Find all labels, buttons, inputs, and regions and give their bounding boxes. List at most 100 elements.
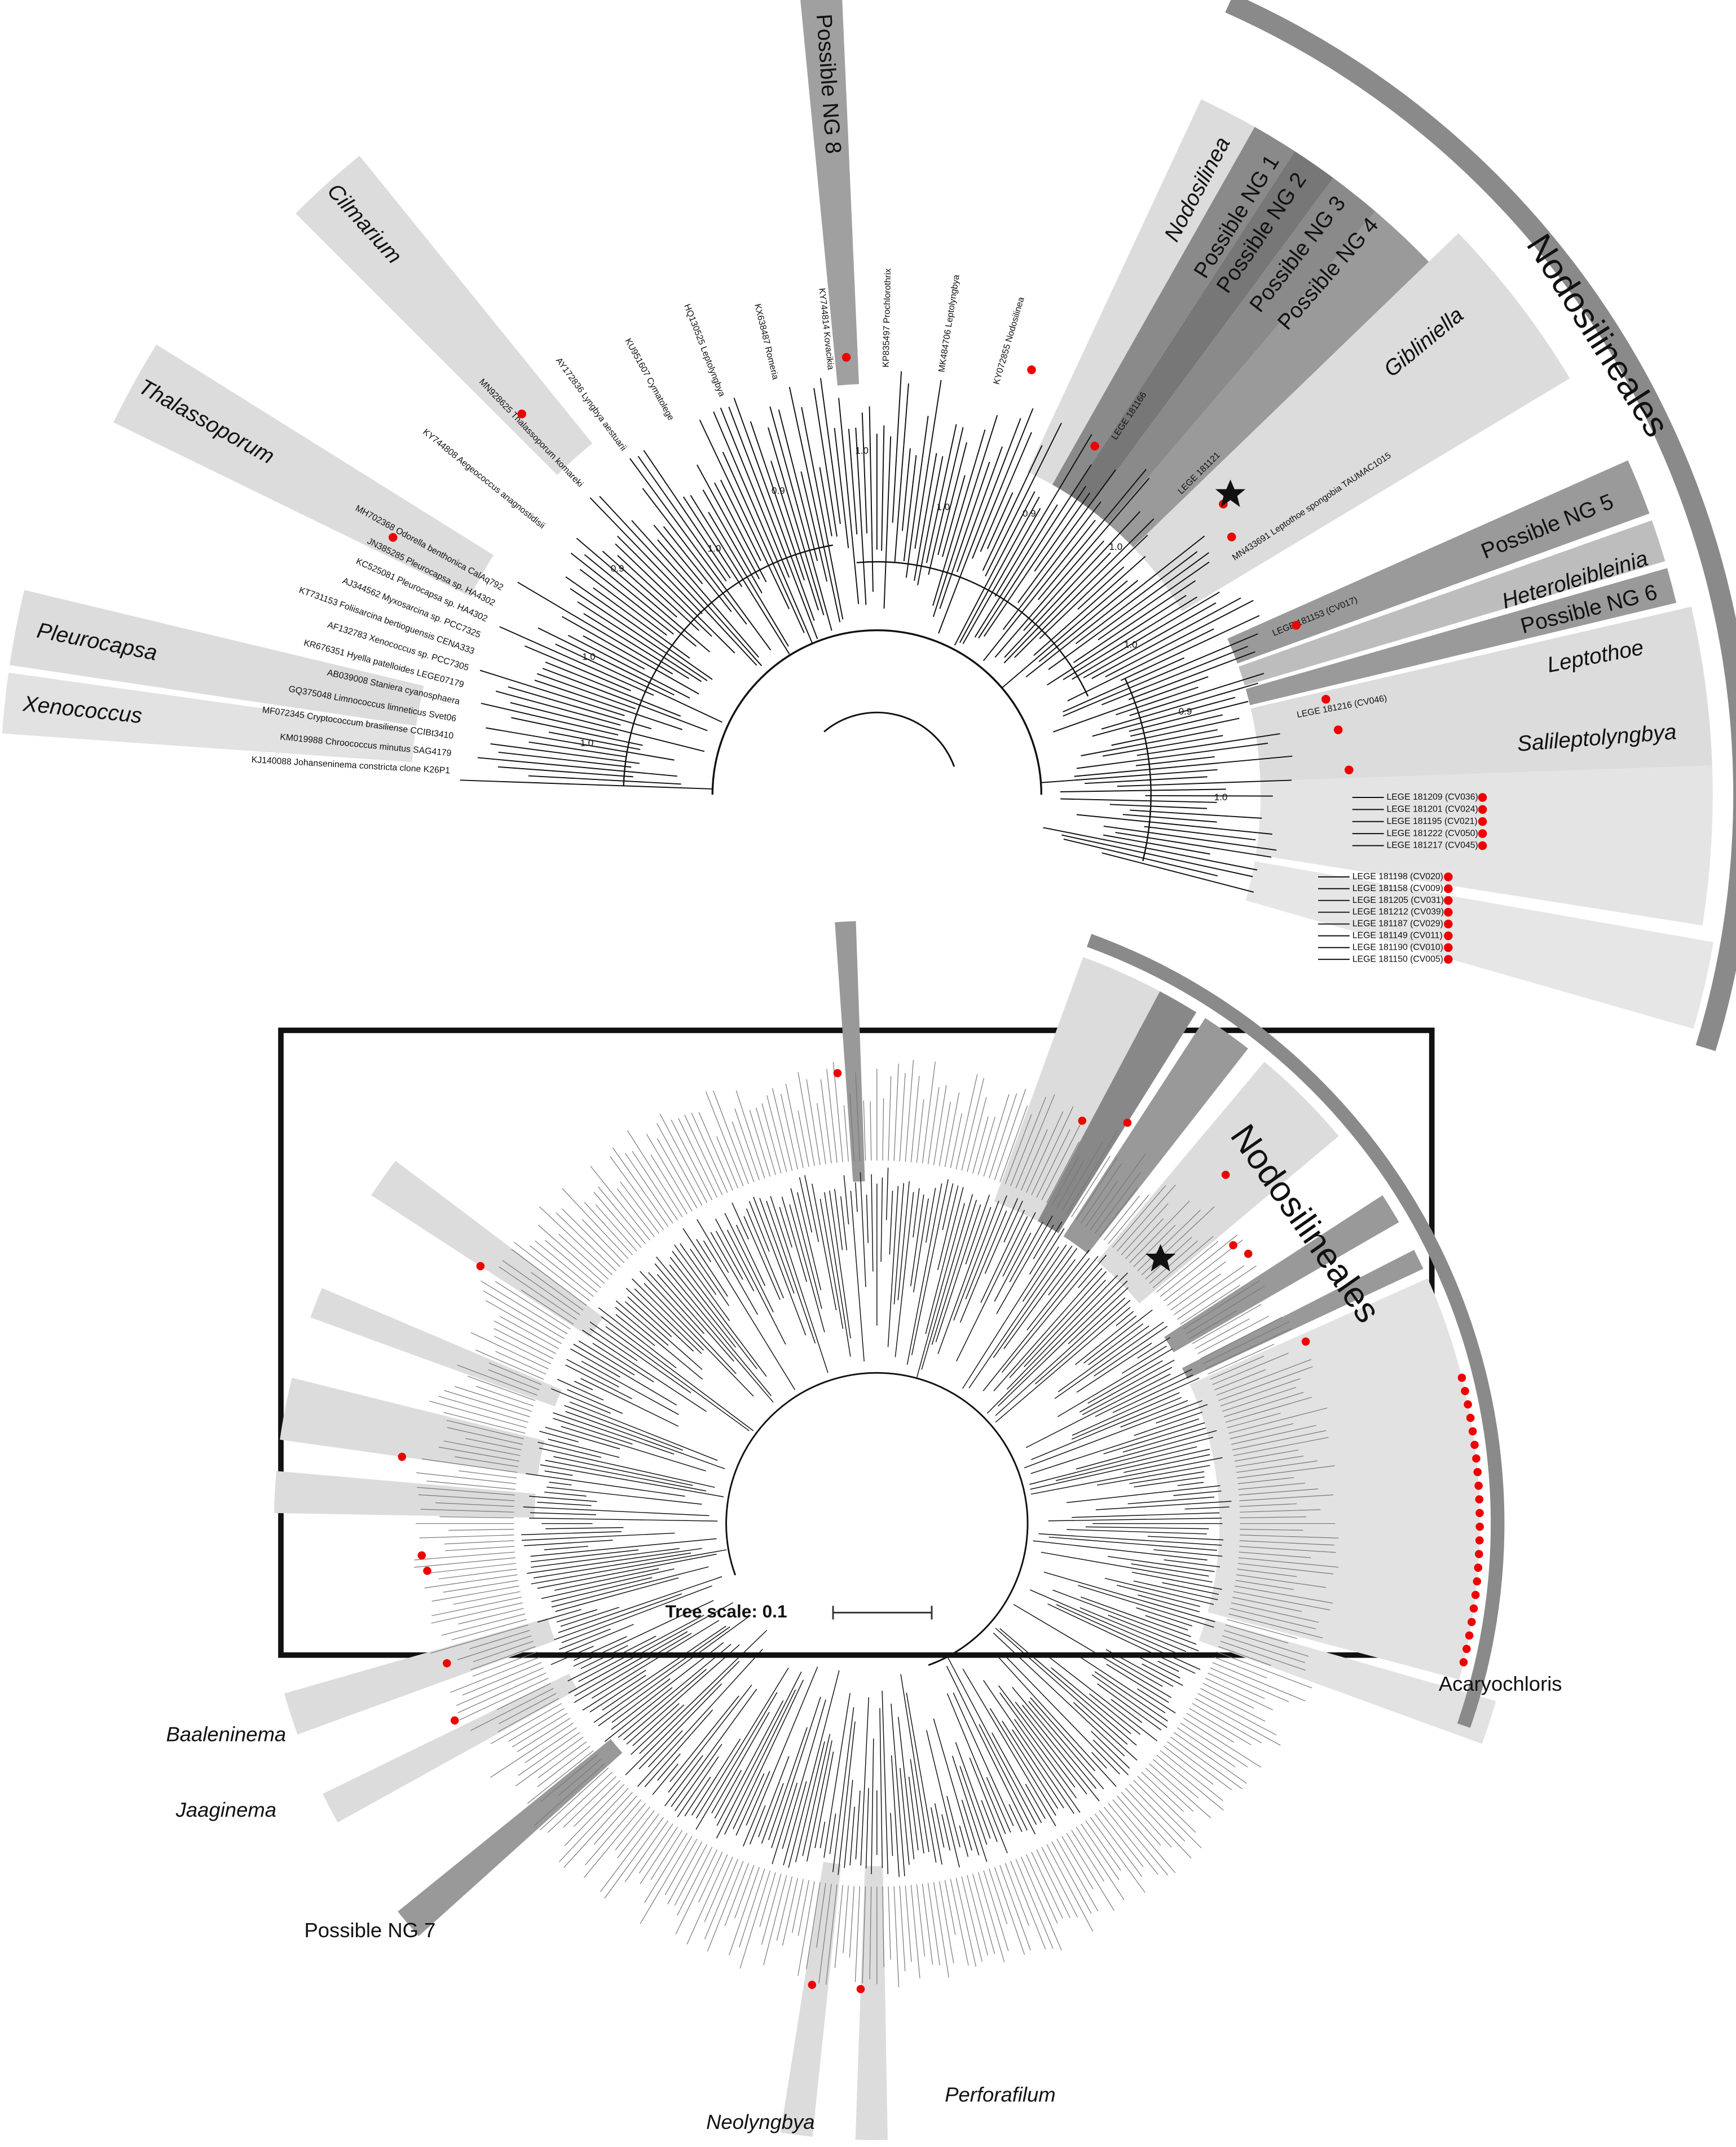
branch [611, 1642, 724, 1730]
leaf-name-placeholder [806, 1882, 821, 1969]
branch [994, 478, 1150, 658]
leaf-name-placeholder [1112, 1799, 1176, 1873]
leaf-name-placeholder [950, 1879, 969, 1966]
branch [1091, 597, 1241, 679]
leaf-name-placeholder [494, 1335, 551, 1364]
leaf-name-placeholder [1237, 1477, 1294, 1484]
branch [1101, 682, 1258, 730]
branch [534, 680, 683, 730]
branch [861, 412, 867, 534]
branch [577, 601, 702, 682]
leaf-name-placeholder [1197, 1316, 1269, 1354]
leaf-name-placeholder [677, 1846, 713, 1916]
leaf-name-placeholder [1238, 1557, 1339, 1568]
branch [917, 456, 944, 585]
branch [525, 645, 631, 691]
leaf-name-placeholder [1160, 1235, 1238, 1297]
leaf-name-placeholder [1208, 1343, 1275, 1375]
clade-label: Acaryochloris [1439, 1672, 1562, 1695]
branch [772, 1783, 798, 1864]
leaf-name-placeholder [439, 1516, 514, 1519]
branch [632, 1703, 680, 1747]
leaf-name-placeholder [441, 1613, 526, 1636]
leaf-name-placeholder [1051, 1156, 1080, 1206]
branch [580, 1378, 679, 1427]
leaf-name-placeholder [1004, 1863, 1029, 1926]
leaf-name-placeholder [1236, 1460, 1318, 1473]
leaf-name-placeholder [734, 1865, 755, 1919]
leaf-name-placeholder [1141, 1771, 1184, 1812]
leaf-name-placeholder [1117, 1184, 1176, 1252]
leaf-name-placeholder [1010, 1096, 1046, 1187]
branch-arc [823, 711, 955, 767]
branch [724, 1213, 774, 1313]
marks [389, 352, 1487, 1994]
branch [937, 1207, 992, 1354]
leaf-name-placeholder [855, 1072, 861, 1161]
branch [708, 512, 789, 647]
leaf-name-placeholder [849, 1886, 854, 1958]
clade-highlight [1052, 127, 1295, 496]
leaf-name-placeholder [704, 1857, 733, 1923]
branch [1071, 1392, 1180, 1440]
branch [1128, 651, 1255, 700]
leaf-name-placeholder [899, 1073, 906, 1162]
branch [926, 424, 957, 563]
reference-star [1215, 479, 1246, 507]
leaf-name-placeholder [531, 1272, 584, 1311]
branch [574, 1636, 627, 1661]
support-value: 0.9 [1179, 706, 1192, 717]
clade-highlight [398, 1739, 623, 1937]
marker-dot [1475, 1495, 1484, 1504]
leaf-name-placeholder [451, 1619, 527, 1641]
branch [812, 1183, 837, 1311]
support-value: 1.0 [580, 738, 594, 748]
leaf-name-placeholder [1051, 1841, 1092, 1914]
leaf-name-placeholder [1214, 1369, 1266, 1391]
clade-highlight [1063, 1018, 1248, 1254]
branch [544, 1546, 588, 1550]
leaf-name-placeholder [472, 1651, 537, 1677]
leaf-name-placeholder [475, 1386, 534, 1407]
branch [823, 1693, 851, 1858]
leaf-name-placeholder [766, 1095, 787, 1172]
branch [545, 662, 681, 717]
branch [715, 1231, 743, 1280]
leaf-name-placeholder [707, 1861, 744, 1952]
leaf-label: LEGE 181201 (CV024) [1387, 805, 1478, 814]
marker-dot [1078, 1116, 1087, 1125]
branch [632, 1278, 704, 1351]
branch [769, 406, 832, 631]
branch [982, 1258, 1090, 1391]
branch [1056, 1604, 1201, 1670]
branch [1072, 592, 1220, 680]
leaf-name-placeholder [961, 1876, 982, 1962]
leaf-name-placeholder [939, 1881, 954, 1964]
branch [942, 1183, 954, 1231]
branch [1098, 561, 1210, 641]
branch [548, 731, 641, 751]
branch [995, 1628, 1128, 1745]
branch [1131, 1572, 1222, 1590]
branch [1116, 686, 1199, 716]
marker-dot [1444, 931, 1453, 941]
branch [1145, 1615, 1188, 1631]
leaf-name-placeholder [1103, 1195, 1140, 1241]
branch [824, 1192, 851, 1357]
leaf-name-placeholder [994, 1088, 1026, 1180]
leaf-name-placeholder [1066, 1129, 1119, 1214]
leaf-name-placeholder [424, 1563, 516, 1574]
leaf-name-placeholder [1218, 1646, 1271, 1666]
branch [545, 1427, 620, 1449]
leaf-name-placeholder [1220, 1378, 1301, 1407]
leaf-name-placeholder [527, 1750, 594, 1804]
branch [1091, 1731, 1130, 1769]
branch [589, 1321, 691, 1394]
leaf-label: LEGE 181217 (CV045) [1387, 841, 1478, 850]
leaf-name-placeholder [1216, 1651, 1312, 1688]
branch [677, 1756, 719, 1818]
leaf-name-placeholder [739, 1870, 771, 1969]
leaf-name-placeholder [1004, 1114, 1032, 1184]
branch [1025, 1784, 1046, 1819]
marker-dot [1321, 695, 1330, 704]
